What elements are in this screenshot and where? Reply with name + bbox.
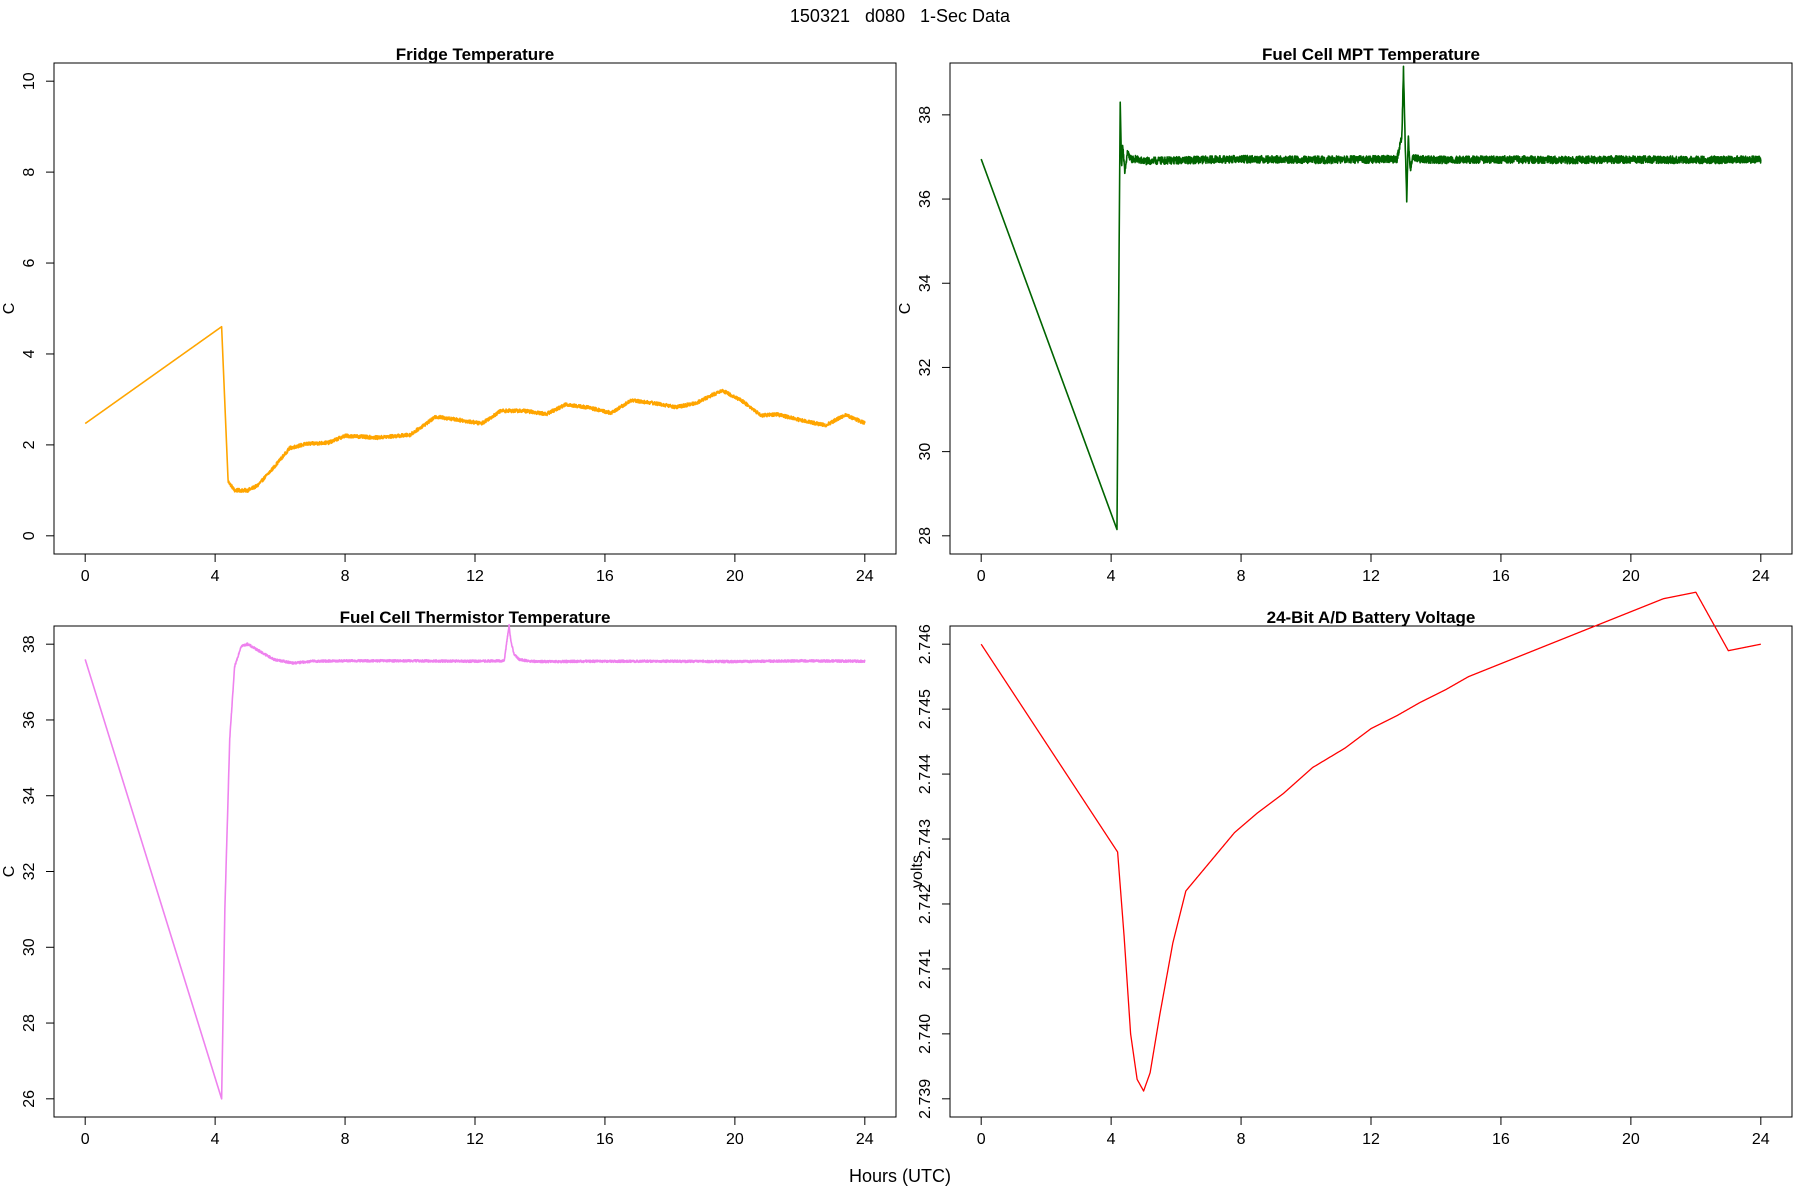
x-tick-label: 24 bbox=[1752, 1131, 1770, 1148]
y-tick-label: 8 bbox=[21, 168, 38, 177]
x-tick-label: 12 bbox=[466, 1131, 484, 1148]
x-tick-label: 16 bbox=[596, 1131, 614, 1148]
plot-frame bbox=[53, 625, 897, 1118]
y-tick-label: 2.744 bbox=[917, 754, 934, 794]
y-axis-label: C bbox=[897, 303, 914, 315]
y-tick-label: 32 bbox=[917, 358, 934, 376]
x-tick-label: 16 bbox=[596, 568, 614, 585]
x-tick-label: 8 bbox=[1237, 1131, 1246, 1148]
x-tick-label: 0 bbox=[81, 1131, 90, 1148]
x-tick-label: 4 bbox=[211, 568, 220, 585]
x-tick-label: 12 bbox=[1362, 1131, 1380, 1148]
y-tick-label: 2 bbox=[21, 440, 38, 449]
y-tick-label: 26 bbox=[21, 1090, 38, 1108]
x-tick-label: 0 bbox=[81, 568, 90, 585]
y-tick-label: 30 bbox=[917, 443, 934, 461]
panel-title: Fridge Temperature bbox=[396, 45, 554, 64]
data-series-line bbox=[980, 65, 1762, 531]
x-tick-label: 24 bbox=[856, 568, 874, 585]
x-tick-label: 16 bbox=[1492, 1131, 1510, 1148]
plot-frame bbox=[949, 625, 1793, 1118]
y-axis-label: C bbox=[1, 866, 18, 878]
panel-title: Fuel Cell Thermistor Temperature bbox=[340, 608, 611, 627]
x-tick-label: 8 bbox=[1237, 568, 1246, 585]
x-tick-label: 8 bbox=[341, 1131, 350, 1148]
x-tick-label: 0 bbox=[977, 568, 986, 585]
x-axis-common-label: Hours (UTC) bbox=[849, 1166, 951, 1186]
y-tick-label: 2.740 bbox=[917, 1014, 934, 1054]
x-tick-label: 4 bbox=[211, 1131, 220, 1148]
y-tick-label: 2.739 bbox=[917, 1079, 934, 1119]
x-tick-label: 20 bbox=[726, 568, 744, 585]
x-tick-label: 16 bbox=[1492, 568, 1510, 585]
y-tick-label: 10 bbox=[21, 72, 38, 90]
x-tick-label: 20 bbox=[1622, 568, 1640, 585]
y-tick-label: 34 bbox=[917, 274, 934, 292]
data-series-line bbox=[980, 591, 1762, 1092]
figure-title: 150321 d080 1-Sec Data bbox=[789, 6, 1011, 26]
y-tick-label: 38 bbox=[21, 635, 38, 653]
panel-battery-voltage: 24-Bit A/D Battery Voltage 0 4 8 12 16 20 24 2.7… bbox=[909, 591, 1793, 1148]
x-tick-label: 12 bbox=[1362, 568, 1380, 585]
plot-frame bbox=[53, 62, 897, 555]
x-tick-label: 20 bbox=[1622, 1131, 1640, 1148]
x-tick-label: 24 bbox=[856, 1131, 874, 1148]
data-series-line bbox=[84, 623, 866, 1100]
y-axis-label: volts bbox=[909, 855, 926, 888]
panel-fuel-cell-mpt-temperature: Fuel Cell MPT Temperature 0 4 8 12 16 20 24 28 30… bbox=[897, 45, 1793, 585]
x-tick-label: 12 bbox=[466, 568, 484, 585]
x-tick-label: 8 bbox=[341, 568, 350, 585]
panel-title: 24-Bit A/D Battery Voltage bbox=[1267, 608, 1476, 627]
y-tick-label: 38 bbox=[917, 106, 934, 124]
x-tick-label: 4 bbox=[1107, 1131, 1116, 1148]
y-tick-label: 0 bbox=[21, 531, 38, 540]
y-tick-label: 36 bbox=[917, 190, 934, 208]
plot-frame bbox=[949, 62, 1793, 555]
data-series-line bbox=[84, 325, 866, 493]
y-tick-label: 2.742 bbox=[917, 884, 934, 924]
y-tick-label: 34 bbox=[21, 787, 38, 805]
y-tick-label: 2.741 bbox=[917, 949, 934, 989]
panel-fuel-cell-thermistor-temperature: Fuel Cell Thermistor Temperature 0 4 8 12 16 2… bbox=[1, 608, 897, 1148]
y-tick-label: 4 bbox=[21, 349, 38, 358]
y-tick-label: 28 bbox=[917, 527, 934, 545]
x-tick-label: 24 bbox=[1752, 568, 1770, 585]
x-tick-label: 4 bbox=[1107, 568, 1116, 585]
panel-title: Fuel Cell MPT Temperature bbox=[1262, 45, 1480, 64]
y-tick-label: 6 bbox=[21, 258, 38, 267]
x-tick-label: 0 bbox=[977, 1131, 986, 1148]
y-tick-label: 2.743 bbox=[917, 819, 934, 859]
y-tick-label: 32 bbox=[21, 863, 38, 881]
y-tick-label: 36 bbox=[21, 711, 38, 729]
x-tick-label: 20 bbox=[726, 1131, 744, 1148]
y-tick-label: 2.746 bbox=[917, 624, 934, 664]
y-tick-label: 2.745 bbox=[917, 689, 934, 729]
y-tick-label: 30 bbox=[21, 938, 38, 956]
y-axis-label: C bbox=[1, 303, 18, 315]
y-tick-label: 28 bbox=[21, 1014, 38, 1032]
